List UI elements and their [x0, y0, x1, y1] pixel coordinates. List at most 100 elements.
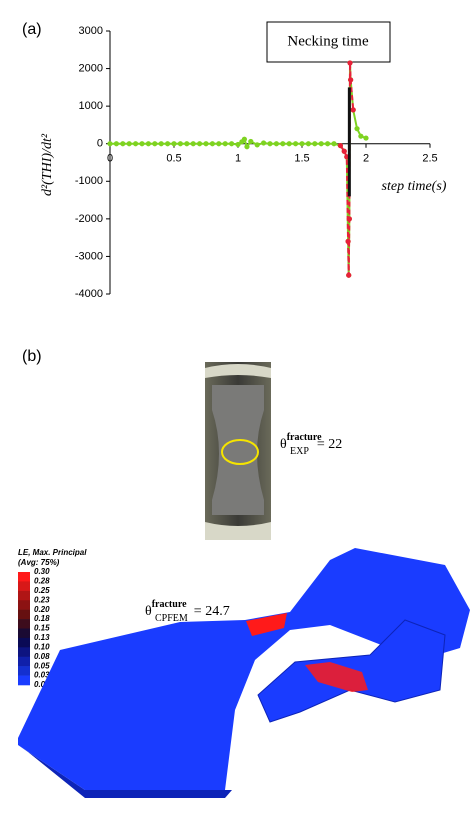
x-tick-label: 0	[107, 153, 113, 165]
data-point	[299, 141, 305, 147]
photo-grip	[205, 522, 271, 540]
data-point	[286, 141, 292, 147]
data-point	[203, 141, 209, 147]
x-axis-label: step time(s)	[382, 179, 447, 194]
data-point	[331, 141, 337, 147]
data-point	[190, 141, 196, 147]
colorbar-band	[18, 666, 30, 676]
colorbar-label: 0.23	[34, 595, 50, 604]
data-point	[107, 141, 113, 147]
colorbar-label: 0.13	[34, 633, 50, 642]
colorbar-band	[18, 628, 30, 639]
colorbar-band	[18, 637, 30, 648]
highlight	[221, 439, 259, 465]
data-point	[347, 60, 353, 66]
y-tick-label: -2000	[75, 213, 103, 225]
data-point	[177, 141, 183, 147]
data-point	[267, 141, 273, 147]
data-point	[363, 135, 369, 141]
photo-grip	[205, 364, 271, 378]
data-point	[337, 142, 343, 149]
data-point	[133, 141, 139, 147]
data-point	[152, 141, 158, 147]
data-point	[312, 141, 318, 147]
colorbar-label: 0.05	[34, 661, 50, 670]
colorbar-label: 0.03	[34, 671, 50, 680]
data-point	[197, 141, 203, 147]
data-point	[254, 142, 260, 148]
subscript: CPFEM	[155, 613, 188, 624]
colorbar-band	[18, 619, 30, 629]
data-point	[350, 107, 356, 113]
equation-value: = 24.7	[194, 604, 230, 619]
subscript: EXP	[290, 446, 309, 457]
x-tick-label: 0.5	[166, 153, 181, 165]
data-point	[345, 238, 351, 244]
colorbar-band	[18, 581, 30, 592]
colorbar-label: 0.00	[34, 680, 50, 689]
data-point	[293, 141, 299, 147]
colorbar: 0.300.280.250.230.200.180.150.130.100.08…	[18, 567, 50, 689]
colorbar-band	[18, 647, 30, 658]
legend-title: LE, Max. Principal	[18, 548, 87, 557]
data-point	[139, 141, 145, 147]
data-point	[126, 141, 132, 147]
colorbar-band	[18, 572, 30, 582]
equation: θfracture CPFEM = 24.7	[145, 599, 230, 624]
x-tick-label: 1.5	[294, 153, 309, 165]
symbol: θ	[145, 604, 152, 619]
colorbar-label: 0.15	[34, 624, 50, 633]
y-tick-label: 3000	[79, 25, 103, 37]
x-tick-label: 2	[363, 153, 369, 165]
colorbar-label: 0.25	[34, 586, 50, 595]
data-point	[241, 136, 247, 142]
y-tick-label: 2000	[79, 62, 103, 74]
data-point	[248, 138, 254, 145]
data-point	[325, 141, 331, 147]
equation-value: = 22	[317, 437, 342, 452]
data-point	[222, 141, 228, 147]
specimen	[212, 385, 264, 515]
colorbar-label: 0.30	[34, 567, 50, 576]
colorbar-label: 0.28	[34, 577, 50, 586]
data-point	[346, 272, 352, 278]
data-point	[158, 141, 164, 147]
series-line	[110, 62, 367, 276]
symbol: θ	[280, 437, 287, 452]
colorbar-band	[18, 600, 30, 610]
data-point	[261, 140, 267, 146]
x-tick-label: 1	[235, 153, 241, 165]
colorbar-label: 0.18	[34, 614, 50, 623]
panel-label: (a)	[22, 21, 42, 38]
colorbar-band	[18, 656, 30, 667]
data-point	[113, 141, 119, 147]
data-point	[229, 141, 235, 147]
colorbar-band	[18, 675, 30, 686]
data-point	[171, 141, 177, 147]
colorbar-band	[18, 590, 30, 601]
fem-hotspot	[246, 613, 287, 636]
y-tick-label: -1000	[75, 175, 103, 187]
colorbar-label: 0.20	[34, 605, 50, 614]
plot: -4000 -3000 -2000 -1000 0 1000 2000 3000 0 0.5 1 1.…	[75, 25, 438, 300]
colorbar-label: 0.10	[34, 642, 50, 651]
data-point	[348, 77, 354, 83]
superscript: fracture	[287, 432, 322, 443]
fem-hotspot	[305, 662, 368, 692]
data-point	[184, 141, 190, 147]
colorbar-label: 0.08	[34, 652, 50, 661]
data-point	[120, 141, 126, 147]
data-point	[216, 141, 222, 147]
y-axis-label: d²(THI)/dt²	[40, 133, 55, 196]
colorbar-band	[18, 609, 30, 620]
data-point	[165, 141, 171, 147]
data-point	[354, 126, 360, 132]
data-point	[305, 141, 311, 147]
y-tick-label: -3000	[75, 250, 103, 262]
data-point	[346, 216, 352, 222]
y-tick-label: 1000	[79, 100, 103, 112]
data-point	[318, 141, 324, 147]
data-point	[235, 141, 241, 148]
fem-side	[18, 745, 232, 798]
